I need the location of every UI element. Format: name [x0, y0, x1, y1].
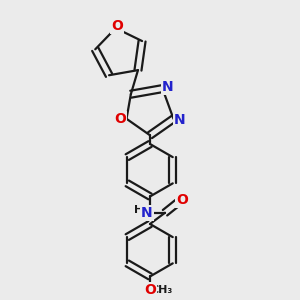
Text: O: O	[111, 19, 123, 33]
Text: O: O	[176, 193, 188, 207]
Text: O: O	[114, 112, 126, 126]
Text: O: O	[144, 283, 156, 297]
Text: CH₃: CH₃	[151, 285, 173, 295]
Text: N: N	[141, 206, 153, 220]
Text: N: N	[162, 80, 173, 94]
Text: H: H	[134, 205, 143, 215]
Text: N: N	[174, 113, 185, 127]
